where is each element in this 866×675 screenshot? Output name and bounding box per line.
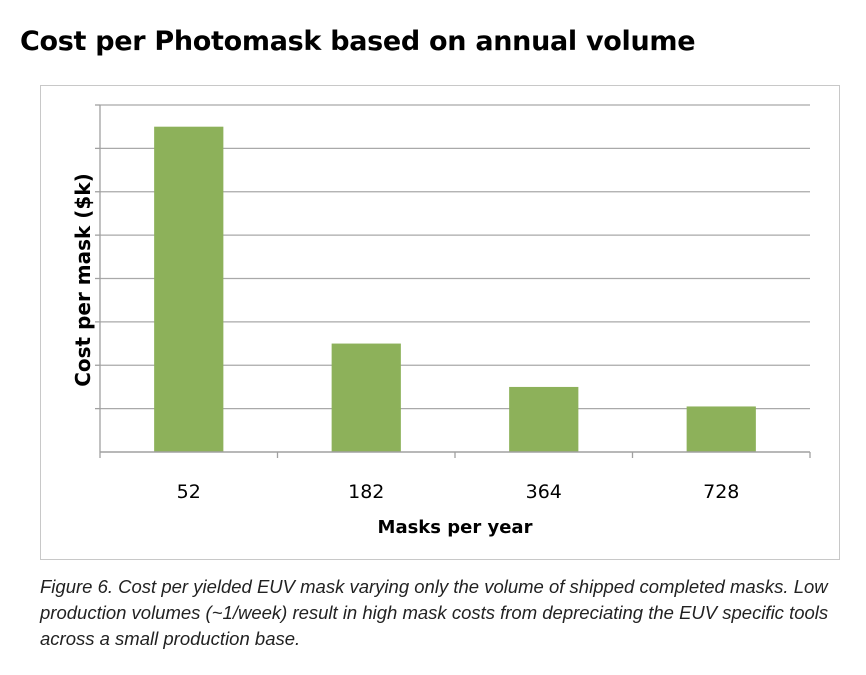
bar-728 xyxy=(686,406,756,452)
bar-364 xyxy=(509,386,579,452)
y-axis-title: Cost per mask ($k) xyxy=(71,173,95,387)
x-tick-label: 182 xyxy=(348,481,384,503)
x-axis-title: Masks per year xyxy=(378,517,533,538)
bars xyxy=(154,126,756,452)
x-tick-label: 52 xyxy=(177,481,201,503)
x-tick-label: 364 xyxy=(526,481,562,503)
x-tick-label: 728 xyxy=(703,481,739,503)
axes xyxy=(95,104,811,458)
chart-frame xyxy=(40,85,840,560)
chart-title: Cost per Photomask based on annual volum… xyxy=(20,26,696,57)
bar-182 xyxy=(331,343,401,452)
figure-caption: Figure 6. Cost per yielded EUV mask vary… xyxy=(40,576,829,649)
tick-labels: 52 182 364 728 xyxy=(177,481,740,503)
bar-52 xyxy=(154,126,224,452)
